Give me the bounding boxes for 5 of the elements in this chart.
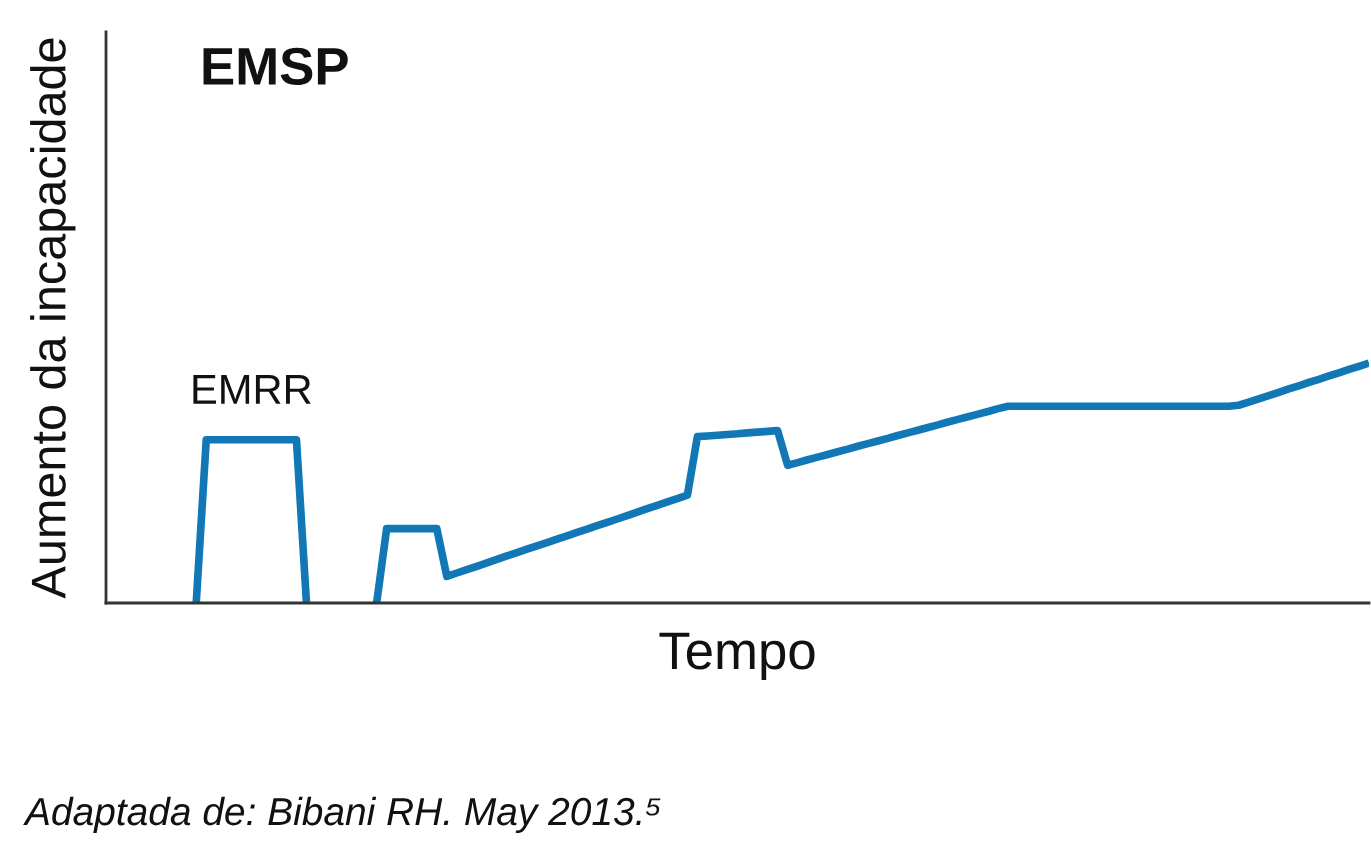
chart-title: EMSP bbox=[203, 47, 348, 86]
y-axis-title: Aumento da incapacidade bbox=[30, 38, 76, 599]
text: Adaptada de: Bibani RH. May 2013.⁵ bbox=[23, 796, 661, 834]
x-axis-title: Tempo bbox=[659, 632, 815, 680]
series-label: EMRR bbox=[193, 375, 311, 404]
